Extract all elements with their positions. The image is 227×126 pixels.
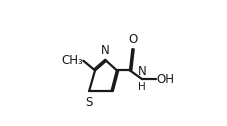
Text: OH: OH — [156, 73, 174, 86]
Text: O: O — [128, 33, 137, 46]
Text: N: N — [101, 44, 110, 57]
Text: H: H — [138, 82, 145, 92]
Text: N: N — [137, 65, 146, 78]
Text: CH₃: CH₃ — [61, 54, 83, 67]
Text: S: S — [85, 96, 92, 109]
